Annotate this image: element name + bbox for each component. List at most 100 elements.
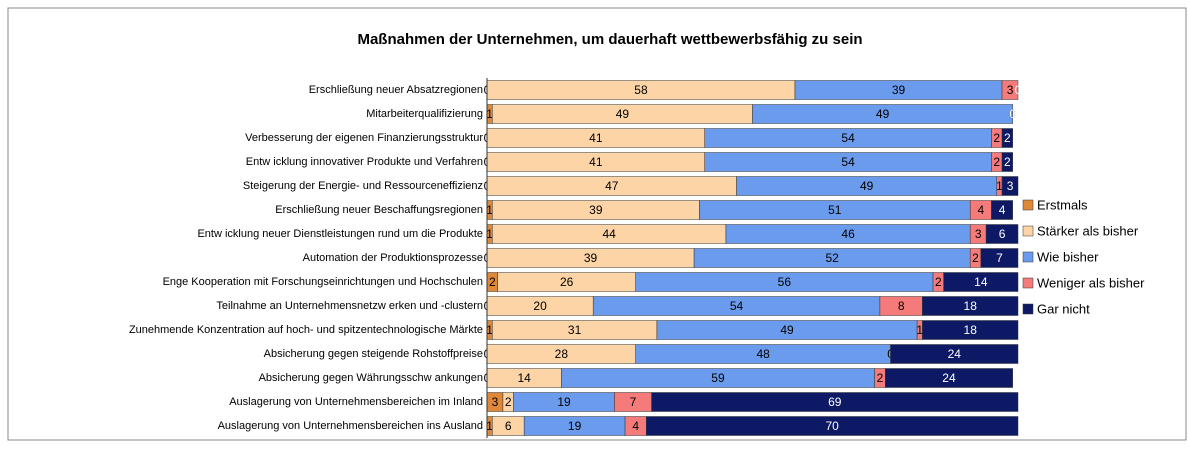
data-label: 41 xyxy=(589,155,603,169)
data-label: 2 xyxy=(1004,131,1011,145)
data-label: 8 xyxy=(898,299,905,313)
y-tick-label: Mitarbeiterqualifizierung xyxy=(366,108,483,120)
bar-segment xyxy=(885,368,1013,388)
data-label: 3 xyxy=(1007,83,1014,97)
bar-segment xyxy=(752,104,1013,124)
data-label: 39 xyxy=(584,251,598,265)
bar-segment xyxy=(1001,80,1019,100)
bar-segment xyxy=(890,344,1019,364)
data-label: 51 xyxy=(828,203,842,217)
y-tick-label: Enge Kooperation mit Forschungseinrichtu… xyxy=(163,276,483,288)
bar-segment xyxy=(651,392,1019,412)
data-label: 19 xyxy=(557,395,571,409)
data-label: 31 xyxy=(568,323,582,337)
y-tick-label: Teilnahme an Unternehmensnetzw erken und… xyxy=(216,300,483,312)
data-label: 1 xyxy=(486,323,493,337)
y-tick-label: Erschließung neuer Beschaffungsregionen xyxy=(275,204,483,216)
y-tick-label: Verbesserung der eigenen Finanzierungsst… xyxy=(245,132,483,144)
data-label: 2 xyxy=(1004,155,1011,169)
data-label: 49 xyxy=(780,323,794,337)
data-label: 14 xyxy=(517,371,531,385)
data-label: 18 xyxy=(964,299,978,313)
chart-title: Maßnahmen der Unternehmen, um dauerhaft … xyxy=(357,31,862,48)
data-label: 1 xyxy=(486,227,493,241)
data-label: 1 xyxy=(486,107,493,121)
legend-label: Stärker als bisher xyxy=(1037,223,1139,238)
bar-segment xyxy=(1001,176,1019,196)
data-label: 24 xyxy=(942,371,956,385)
data-label: 4 xyxy=(632,419,639,433)
data-label: 20 xyxy=(533,299,547,313)
data-label: 2 xyxy=(877,371,884,385)
data-label: 48 xyxy=(756,347,770,361)
data-label: 2 xyxy=(489,275,496,289)
legend-label: Erstmals xyxy=(1037,197,1088,212)
data-label: 4 xyxy=(999,203,1006,217)
data-label: 19 xyxy=(568,419,582,433)
legend-swatch xyxy=(1022,303,1034,315)
data-label: 54 xyxy=(841,131,855,145)
data-label: 6 xyxy=(505,419,512,433)
bar-segment xyxy=(991,200,1013,220)
y-tick-label: Automation der Produktionsprozesse xyxy=(303,252,483,264)
data-label: 0 xyxy=(1009,107,1016,121)
bar-segment xyxy=(980,248,1019,268)
data-label: 2 xyxy=(505,395,512,409)
legend-swatch xyxy=(1022,277,1034,289)
data-label: 39 xyxy=(589,203,603,217)
data-label: 70 xyxy=(825,419,839,433)
y-tick-label: Zunehmende Konzentration auf hoch- und s… xyxy=(129,324,483,336)
bar-segment xyxy=(985,224,1019,244)
data-label: 7 xyxy=(630,395,637,409)
data-label: 1 xyxy=(996,179,1003,193)
data-label: 18 xyxy=(964,323,978,337)
data-label: 2 xyxy=(993,131,1000,145)
y-tick-label: Steigerung der Energie- und Ressourcenef… xyxy=(243,180,483,192)
data-label: 2 xyxy=(993,155,1000,169)
data-label: 3 xyxy=(1007,179,1014,193)
data-label: 56 xyxy=(778,275,792,289)
data-label: 1 xyxy=(486,419,493,433)
bar-segment xyxy=(646,416,1019,436)
bar-segment xyxy=(943,272,1019,292)
legend-label: Weniger als bisher xyxy=(1037,275,1145,290)
data-label: 1 xyxy=(486,203,493,217)
data-label: 2 xyxy=(972,251,979,265)
data-label: 3 xyxy=(492,395,499,409)
data-label: 1 xyxy=(916,323,923,337)
bar-segment xyxy=(1001,152,1013,172)
data-label: 44 xyxy=(602,227,616,241)
legend-swatch xyxy=(1022,225,1034,237)
data-label: 3 xyxy=(975,227,982,241)
data-label: 4 xyxy=(977,203,984,217)
bar-segment xyxy=(1001,128,1013,148)
data-label: 39 xyxy=(892,83,906,97)
data-label: 69 xyxy=(828,395,842,409)
data-label: 54 xyxy=(730,299,744,313)
data-label: 59 xyxy=(711,371,725,385)
data-label: 46 xyxy=(841,227,855,241)
y-tick-label: Erschließung neuer Absatzregionen xyxy=(309,84,483,96)
chart-border xyxy=(7,7,1187,441)
data-label: 24 xyxy=(948,347,962,361)
y-tick-label: Entw icklung innovativer Produkte und Ve… xyxy=(246,156,483,168)
data-label: 47 xyxy=(605,179,619,193)
legend-label: Gar nicht xyxy=(1037,301,1090,316)
data-label: 49 xyxy=(616,107,630,121)
data-label: 52 xyxy=(825,251,839,265)
y-tick-label: Auslagerung von Unternehmensbereichen in… xyxy=(218,420,483,432)
data-label: 2 xyxy=(935,275,942,289)
y-tick-label: Entw icklung neuer Dienstleistungen rund… xyxy=(197,228,483,240)
data-label: 58 xyxy=(634,83,648,97)
legend-swatch xyxy=(1022,199,1034,211)
legend-swatch xyxy=(1022,251,1034,263)
data-label: 0 xyxy=(1009,107,1016,121)
bar-segment xyxy=(922,320,1019,340)
data-label: 26 xyxy=(560,275,574,289)
data-label: 49 xyxy=(876,107,890,121)
bar-segment xyxy=(922,296,1019,316)
data-label: 54 xyxy=(841,155,855,169)
y-tick-label: Auslagerung von Unternehmensbereichen im… xyxy=(229,396,483,408)
data-label: 7 xyxy=(996,251,1003,265)
